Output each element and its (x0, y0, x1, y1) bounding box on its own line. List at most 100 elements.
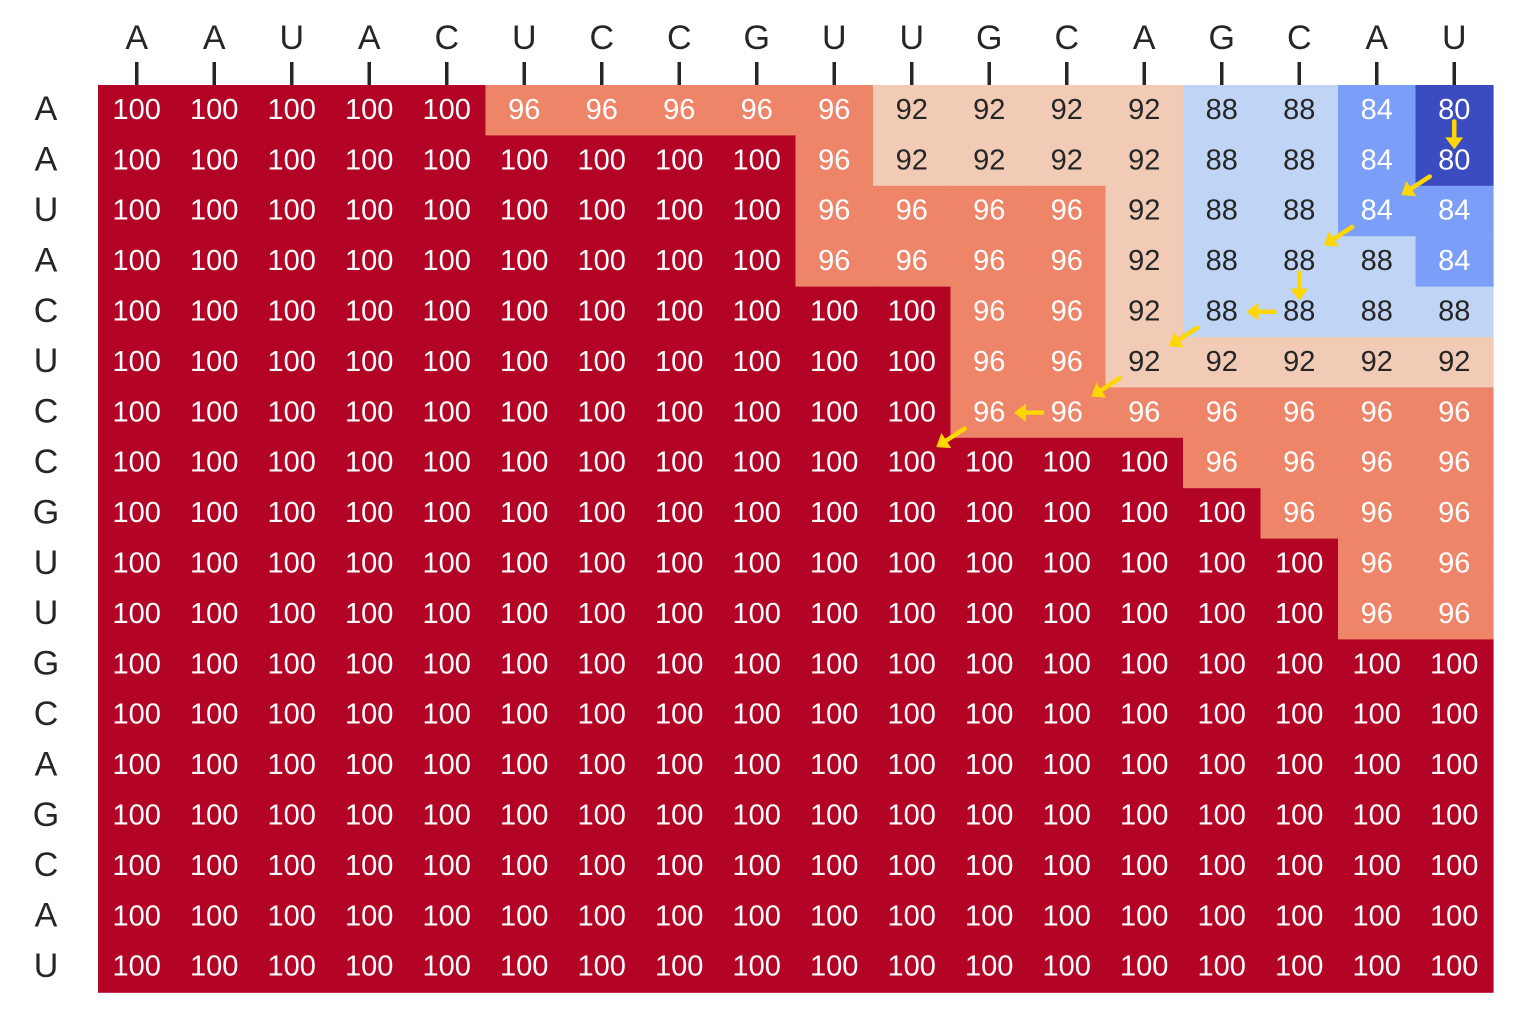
heatmap-cell (950, 941, 1029, 993)
heatmap-cell (330, 488, 409, 540)
cell-value-label: 100 (655, 749, 703, 781)
cell-value-label: 92 (896, 144, 928, 176)
heatmap-cell (640, 941, 719, 993)
traceback-arrow (1290, 270, 1309, 301)
cell-value-label: 100 (1353, 749, 1401, 781)
heatmap-cell (253, 387, 332, 439)
cell-value-label: 80 (1438, 144, 1470, 176)
heatmap-cell (485, 437, 564, 489)
cell-value-label: 100 (1043, 447, 1091, 479)
cell-value-label: 100 (268, 396, 316, 428)
cell-value-label: 100 (1198, 799, 1246, 831)
cell-value-label: 100 (1120, 497, 1168, 529)
heatmap-cell (718, 185, 797, 237)
cell-value-label: 88 (1206, 245, 1238, 277)
column-tick-label: A (203, 19, 226, 57)
cell-value-label: 100 (1043, 749, 1091, 781)
cell-value-label: 100 (190, 144, 238, 176)
heatmap-cell (640, 337, 719, 388)
heatmap-cell (950, 740, 1029, 792)
cell-value-label: 100 (1120, 547, 1168, 579)
heatmap-cell (408, 790, 487, 842)
heatmap-cell (98, 85, 177, 136)
heatmap-cell (950, 589, 1029, 640)
heatmap-cell (253, 286, 332, 338)
heatmap-cell (408, 286, 487, 338)
traceback-arrow (1401, 174, 1433, 197)
cell-value-label: 96 (508, 94, 540, 126)
heatmap-cell (1028, 488, 1107, 540)
heatmap-cell (98, 337, 177, 388)
cell-value-label: 100 (500, 144, 548, 176)
heatmap-cell (950, 437, 1029, 489)
row-tick-label: G (33, 645, 59, 683)
cell-value-label: 96 (1438, 497, 1470, 529)
heatmap-cell (1260, 589, 1339, 640)
cell-value-label: 100 (345, 144, 393, 176)
cell-value-label: 84 (1438, 195, 1470, 227)
cell-value-label: 100 (733, 749, 781, 781)
row-tick-label: A (35, 241, 58, 279)
cell-value-label: 100 (500, 699, 548, 731)
cell-value-label: 100 (1120, 699, 1168, 731)
cell-value-label: 96 (1361, 396, 1393, 428)
cell-value-label: 100 (500, 648, 548, 680)
column-tick-label: C (1287, 19, 1312, 57)
heatmap-cell (1338, 639, 1417, 691)
cell-value-label: 100 (733, 195, 781, 227)
cell-value-label: 92 (1128, 295, 1160, 327)
row-tick-label: G (33, 796, 59, 834)
cell-value-label: 100 (113, 749, 161, 781)
cell-value-label: 100 (1353, 648, 1401, 680)
heatmap-cell (98, 135, 177, 187)
cell-value-label: 100 (810, 900, 858, 932)
heatmap-cell (485, 689, 564, 741)
cell-value-label: 100 (578, 799, 626, 831)
cell-value-label: 96 (1051, 346, 1083, 378)
cell-value-label: 100 (268, 951, 316, 983)
heatmap-cell (718, 941, 797, 993)
cell-value-label: 92 (1438, 346, 1470, 378)
heatmap-cell (330, 538, 409, 590)
cell-value-label: 96 (896, 195, 928, 227)
heatmap-cell (1105, 891, 1184, 943)
cell-value-label: 100 (1120, 598, 1168, 630)
row-tick-label: U (34, 594, 59, 632)
cell-value-label: 100 (1198, 598, 1246, 630)
heatmap-cell (98, 236, 177, 288)
heatmap-cell (950, 135, 1029, 187)
cell-value-label: 100 (113, 799, 161, 831)
cell-value-label: 88 (1283, 144, 1315, 176)
cell-value-label: 100 (113, 94, 161, 126)
heatmap-cell (795, 488, 874, 540)
cell-value-label: 100 (578, 447, 626, 479)
cell-value-label: 100 (190, 850, 238, 882)
cell-value-label: 96 (1361, 447, 1393, 479)
cell-value-label: 92 (1206, 346, 1238, 378)
cell-value-label: 100 (190, 951, 238, 983)
row-tick-label: U (34, 191, 59, 229)
cell-value-label: 100 (655, 799, 703, 831)
traceback-arrow (1091, 375, 1123, 398)
cell-value-label: 100 (345, 850, 393, 882)
heatmap-cell (253, 740, 332, 792)
heatmap-cell (408, 740, 487, 792)
cell-value-label: 100 (1430, 699, 1478, 731)
cell-value-label: 100 (268, 598, 316, 630)
heatmap-cell (950, 85, 1029, 136)
column-tick-label: C (667, 19, 692, 57)
cell-value-label: 100 (888, 396, 936, 428)
cell-value-label: 100 (190, 195, 238, 227)
cell-value-label: 100 (423, 144, 471, 176)
heatmap-cells: 100 100 100 100 100 96 96 96 96 96 92 92 92 92 88 88 84 8… (98, 85, 1494, 993)
heatmap-cell (98, 790, 177, 842)
heatmap-cell (408, 841, 487, 892)
heatmap-cell (98, 387, 177, 439)
heatmap-cell (640, 437, 719, 489)
heatmap-cell (175, 891, 254, 943)
heatmap-cell (1183, 337, 1262, 388)
heatmap-cell (408, 538, 487, 590)
heatmap-cell (485, 841, 564, 892)
heatmap-cell (873, 941, 952, 993)
heatmap-cell (253, 891, 332, 943)
